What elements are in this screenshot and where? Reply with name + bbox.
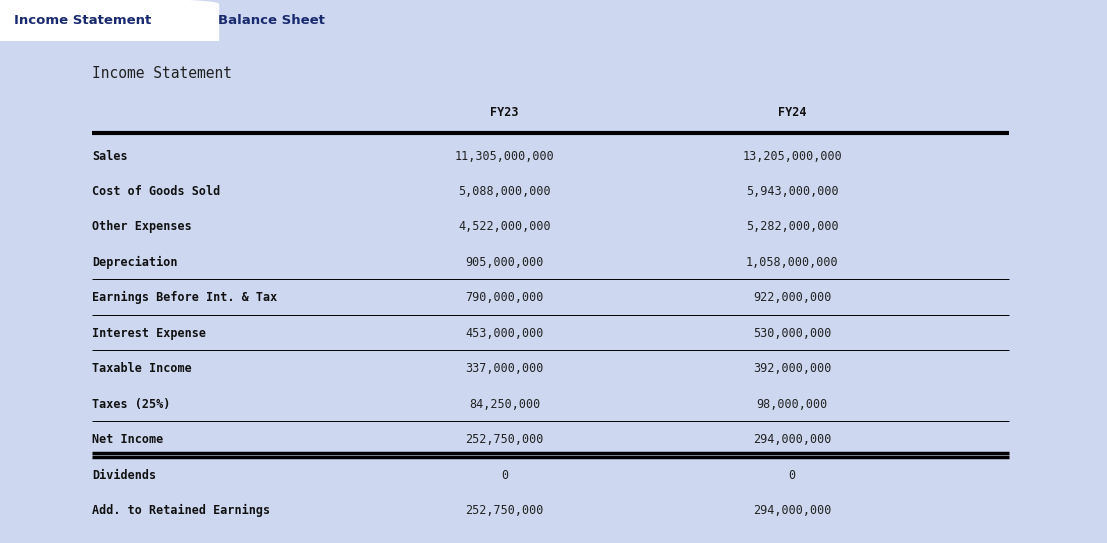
Text: Income Statement: Income Statement xyxy=(93,66,232,80)
Text: 4,522,000,000: 4,522,000,000 xyxy=(458,220,551,233)
Text: 530,000,000: 530,000,000 xyxy=(753,327,831,340)
Text: Taxes (25%): Taxes (25%) xyxy=(93,397,170,411)
Text: 98,000,000: 98,000,000 xyxy=(756,397,828,411)
Text: Other Expenses: Other Expenses xyxy=(93,220,193,233)
Text: 5,943,000,000: 5,943,000,000 xyxy=(746,185,838,198)
Text: Dividends: Dividends xyxy=(93,469,156,482)
Text: Depreciation: Depreciation xyxy=(93,256,178,269)
Text: 0: 0 xyxy=(788,469,796,482)
Text: 392,000,000: 392,000,000 xyxy=(753,362,831,375)
Text: 294,000,000: 294,000,000 xyxy=(753,504,831,517)
Text: Sales: Sales xyxy=(93,149,128,162)
Text: 252,750,000: 252,750,000 xyxy=(466,504,544,517)
Text: Net Income: Net Income xyxy=(93,433,164,446)
Text: 5,282,000,000: 5,282,000,000 xyxy=(746,220,838,233)
Text: 13,205,000,000: 13,205,000,000 xyxy=(743,149,842,162)
Text: Interest Expense: Interest Expense xyxy=(93,327,206,340)
Text: Taxable Income: Taxable Income xyxy=(93,362,193,375)
Text: Income Statement: Income Statement xyxy=(14,14,152,27)
Text: 5,088,000,000: 5,088,000,000 xyxy=(458,185,551,198)
Text: 790,000,000: 790,000,000 xyxy=(466,292,544,305)
Text: 922,000,000: 922,000,000 xyxy=(753,292,831,305)
Text: Balance Sheet: Balance Sheet xyxy=(218,14,324,27)
Text: 0: 0 xyxy=(501,469,508,482)
Text: 294,000,000: 294,000,000 xyxy=(753,433,831,446)
Text: Add. to Retained Earnings: Add. to Retained Earnings xyxy=(93,504,270,517)
FancyBboxPatch shape xyxy=(0,0,219,55)
Text: Cost of Goods Sold: Cost of Goods Sold xyxy=(93,185,220,198)
Text: 453,000,000: 453,000,000 xyxy=(466,327,544,340)
Text: 84,250,000: 84,250,000 xyxy=(469,397,540,411)
Text: FY24: FY24 xyxy=(778,106,806,119)
Text: 11,305,000,000: 11,305,000,000 xyxy=(455,149,555,162)
Text: 1,058,000,000: 1,058,000,000 xyxy=(746,256,838,269)
Text: FY23: FY23 xyxy=(490,106,519,119)
Text: 252,750,000: 252,750,000 xyxy=(466,433,544,446)
Text: 905,000,000: 905,000,000 xyxy=(466,256,544,269)
Text: 337,000,000: 337,000,000 xyxy=(466,362,544,375)
Text: Earnings Before Int. & Tax: Earnings Before Int. & Tax xyxy=(93,292,278,305)
